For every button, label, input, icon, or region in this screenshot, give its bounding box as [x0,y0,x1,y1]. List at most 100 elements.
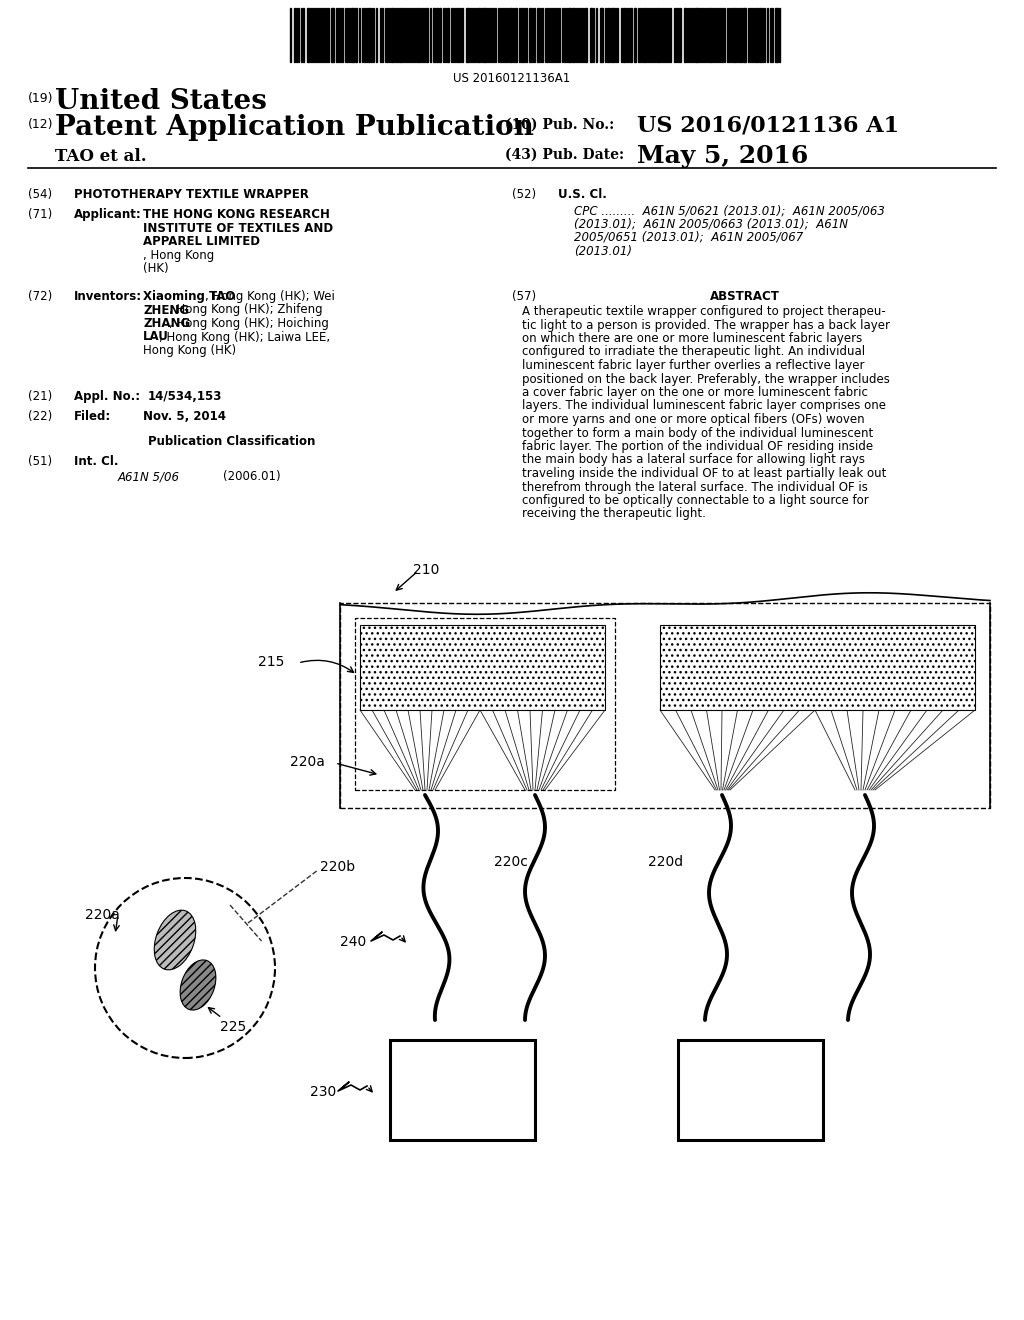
Bar [585,8,587,62]
Text: 220a: 220a [85,908,120,921]
Text: Patent Application Publication: Patent Application Publication [55,114,534,141]
Bar [483,8,486,62]
Text: 215: 215 [258,655,285,669]
Text: Appl. No.:: Appl. No.: [74,389,140,403]
Text: TAO et al.: TAO et al. [55,148,146,165]
Bar [355,618,615,789]
Text: Nov. 5, 2014: Nov. 5, 2014 [143,411,226,422]
Ellipse shape [155,911,196,970]
Text: , Hong Kong (HK); Hoiching: , Hong Kong (HK); Hoiching [169,317,329,330]
Bar [390,1040,535,1140]
Text: configured to irradiate the therapeutic light. An individual: configured to irradiate the therapeutic … [522,346,865,359]
Text: Int. Cl.: Int. Cl. [74,455,119,469]
Bar [775,8,778,62]
Text: (51): (51) [28,455,52,469]
Bar [756,8,758,62]
Text: 240: 240 [340,935,367,949]
Text: May 5, 2016: May 5, 2016 [637,144,808,168]
Bar [612,8,614,62]
Bar [521,8,523,62]
Text: (43) Pub. Date:: (43) Pub. Date: [505,148,624,162]
Text: together to form a main body of the individual luminescent: together to form a main body of the indi… [522,426,873,440]
Text: the main body has a lateral surface for allowing light rays: the main body has a lateral surface for … [522,454,865,466]
Text: luminescent fabric layer further overlies a reflective layer: luminescent fabric layer further overlie… [522,359,864,372]
Text: U.S. Cl.: U.S. Cl. [558,187,607,201]
Text: INSTITUTE OF TEXTILES AND: INSTITUTE OF TEXTILES AND [143,222,333,235]
Text: (57): (57) [512,290,537,304]
Bar [355,8,357,62]
Text: configured to be optically connectable to a light source for: configured to be optically connectable t… [522,494,868,507]
Text: 220b: 220b [319,861,355,874]
Text: 230: 230 [310,1085,336,1100]
Text: US 2016/0121136 A1: US 2016/0121136 A1 [637,114,899,136]
Bar [426,8,428,62]
Bar [678,1040,823,1140]
Bar [568,8,571,62]
Bar [607,8,609,62]
Bar [709,8,711,62]
Bar [634,8,636,62]
Text: 220a: 220a [290,755,325,770]
Bar [331,8,334,62]
Bar [478,8,480,62]
Text: a cover fabric layer on the one or more luminescent fabric: a cover fabric layer on the one or more … [522,385,868,399]
Bar [433,8,435,62]
Ellipse shape [180,960,216,1010]
Text: (21): (21) [28,389,52,403]
Bar [360,624,605,710]
Text: US 20160121136A1: US 20160121136A1 [454,73,570,84]
Text: , Hong Kong (HK); Zhifeng: , Hong Kong (HK); Zhifeng [169,304,323,317]
Bar [630,8,632,62]
Text: positioned on the back layer. Preferably, the wrapper includes: positioned on the back layer. Preferably… [522,372,890,385]
Bar [684,8,686,62]
Bar [740,8,742,62]
Bar [439,8,441,62]
Bar [600,8,603,62]
Text: (19): (19) [28,92,53,106]
Text: 2005/0651 (2013.01);  A61N 2005/067: 2005/0651 (2013.01); A61N 2005/067 [574,231,803,244]
Text: (22): (22) [28,411,52,422]
Text: (52): (52) [512,187,537,201]
Text: PHOTOTHERAPY TEXTILE WRAPPER: PHOTOTHERAPY TEXTILE WRAPPER [74,187,309,201]
Text: Filed:: Filed: [74,411,112,422]
Text: therefrom through the lateral surface. The individual OF is: therefrom through the lateral surface. T… [522,480,868,494]
Text: Applicant:: Applicant: [74,209,141,220]
Bar [307,8,309,62]
Text: (2013.01): (2013.01) [574,244,632,257]
Text: tic light to a person is provided. The wrapper has a back layer: tic light to a person is provided. The w… [522,318,890,331]
Bar [644,8,646,62]
Bar [510,8,512,62]
Bar [340,603,990,808]
Text: ZHANG: ZHANG [143,317,190,330]
Text: traveling inside the individual OF to at least partially leak out: traveling inside the individual OF to at… [522,467,887,480]
Bar [417,8,419,62]
Bar [733,8,735,62]
Text: Xiaoming TAO: Xiaoming TAO [143,290,236,304]
Bar [515,8,517,62]
Bar [457,8,459,62]
Bar [368,8,370,62]
Bar [436,8,438,62]
Text: Hong Kong (HK): Hong Kong (HK) [143,345,237,356]
Bar [623,8,625,62]
Text: ABSTRACT: ABSTRACT [710,290,780,304]
Text: 225: 225 [220,1020,246,1034]
Bar [695,8,698,62]
Text: (71): (71) [28,209,52,220]
Text: (12): (12) [28,117,53,131]
Text: , Hong Kong: , Hong Kong [143,248,214,261]
Text: (2006.01): (2006.01) [223,470,281,483]
Bar [590,8,592,62]
Bar [537,8,539,62]
Bar [572,8,574,62]
Bar [743,8,746,62]
Text: A61N 5/06: A61N 5/06 [118,470,180,483]
Text: (2013.01);  A61N 2005/0663 (2013.01);  A61N: (2013.01); A61N 2005/0663 (2013.01); A61… [574,218,848,231]
Text: or more yarns and one or more optical fibers (OFs) woven: or more yarns and one or more optical fi… [522,413,864,426]
Bar [391,8,393,62]
Text: (HK): (HK) [143,261,169,275]
Text: CPC .........  A61N 5/0621 (2013.01);  A61N 2005/063: CPC ......... A61N 5/0621 (2013.01); A61… [574,205,885,216]
Text: LAU: LAU [143,330,169,343]
Text: Inventors:: Inventors: [74,290,142,304]
Bar [447,8,449,62]
